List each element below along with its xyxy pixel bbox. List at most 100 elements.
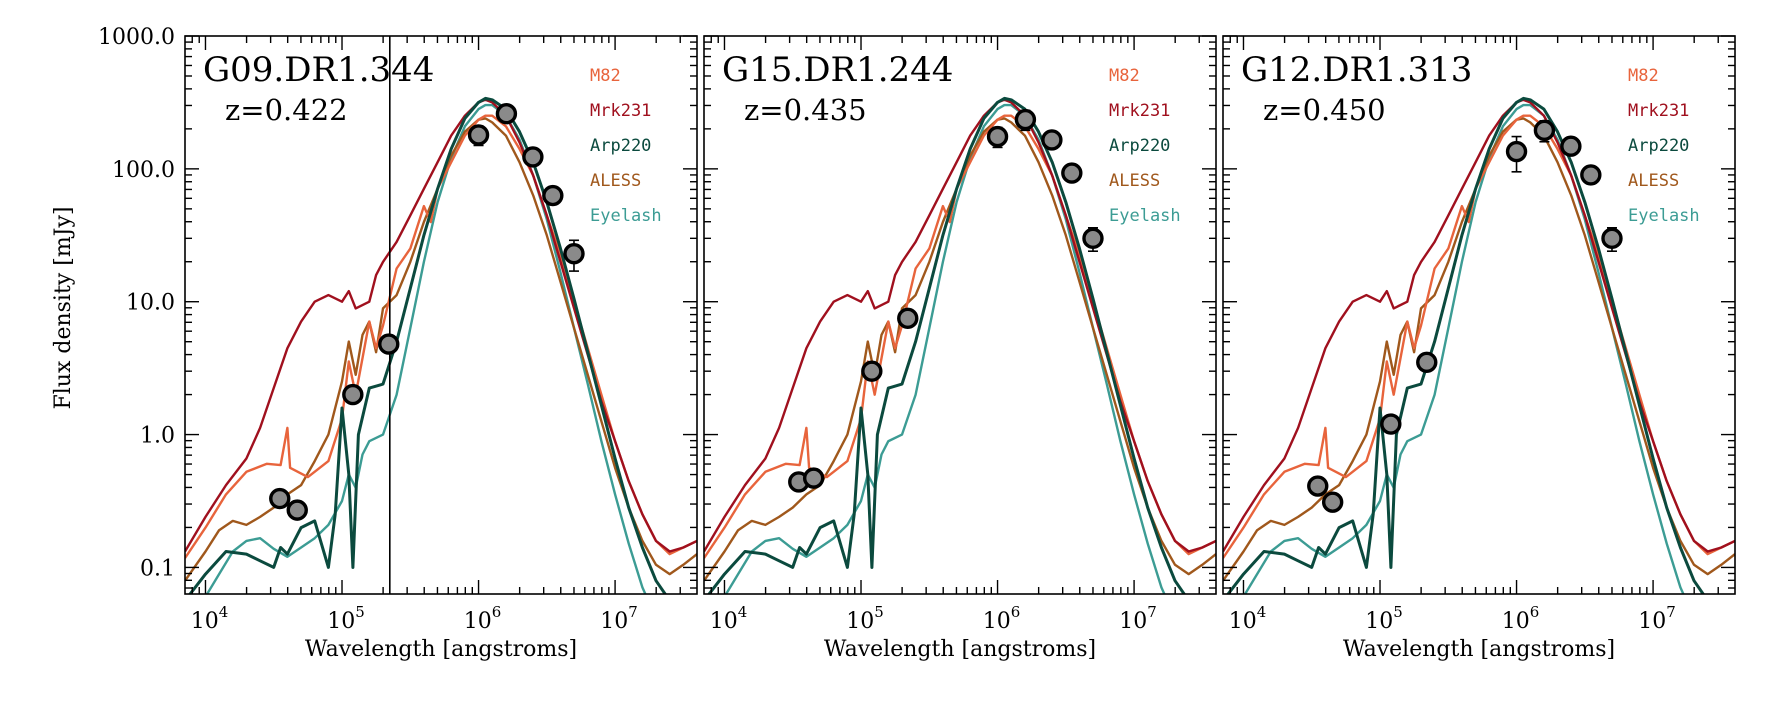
x-axis-label: Wavelength [angstroms] bbox=[824, 637, 1096, 662]
data-point-5 bbox=[1505, 140, 1528, 163]
x-tick-label-base: 10 bbox=[1229, 609, 1257, 634]
data-point-3 bbox=[1380, 413, 1402, 435]
x-tick-label: 106 bbox=[983, 603, 1021, 634]
x-tick-label-base: 10 bbox=[1502, 609, 1530, 634]
x-tick-label-exponent: 6 bbox=[1530, 603, 1540, 621]
data-point-7 bbox=[522, 146, 544, 168]
data-point-8 bbox=[1580, 164, 1602, 186]
data-point-3 bbox=[861, 360, 883, 382]
y-tick-label: 1000.0 bbox=[98, 25, 175, 50]
y-tick-label: 100.0 bbox=[112, 158, 175, 183]
panel-1: 104 105 106 1071000.0100.010.01.00.1Wavelen… bbox=[98, 25, 698, 662]
data-point-5 bbox=[467, 124, 490, 146]
x-tick-label: 106 bbox=[1502, 603, 1540, 634]
x-tick-label: 104 bbox=[1229, 603, 1267, 634]
legend-entry-mrk231: Mrk231 bbox=[1109, 101, 1170, 121]
sed-curve-mrk231 bbox=[185, 98, 697, 553]
sed-curve-mrk231 bbox=[1223, 98, 1735, 553]
data-point-6 bbox=[1533, 119, 1556, 142]
legend-entry-aless: ALESS bbox=[1628, 171, 1679, 191]
x-tick-label-exponent: 5 bbox=[1393, 603, 1403, 621]
x-tick-label-base: 10 bbox=[710, 609, 738, 634]
legend-entry-aless: ALESS bbox=[1109, 171, 1160, 191]
x-tick-label-exponent: 4 bbox=[738, 603, 748, 621]
panel-title: G09.DR1.344 bbox=[203, 50, 434, 90]
legend-entry-mrk231: Mrk231 bbox=[1628, 101, 1689, 121]
x-tick-label-base: 10 bbox=[846, 609, 874, 634]
x-tick-label: 105 bbox=[1365, 603, 1403, 634]
data-point-9 bbox=[1601, 227, 1623, 250]
x-axis-label: Wavelength [angstroms] bbox=[1343, 637, 1615, 662]
x-tick-label-exponent: 6 bbox=[492, 603, 502, 621]
data-point-8 bbox=[1061, 162, 1083, 184]
x-tick-label: 104 bbox=[710, 603, 748, 634]
plot-area bbox=[185, 36, 697, 594]
legend-entry-eyelash: Eyelash bbox=[590, 206, 662, 226]
data-point-2 bbox=[1321, 491, 1344, 513]
panel-title: G12.DR1.313 bbox=[1241, 50, 1472, 90]
x-tick-label-base: 10 bbox=[191, 609, 219, 634]
x-tick-label-base: 10 bbox=[1365, 609, 1393, 634]
data-point-4 bbox=[897, 307, 919, 330]
x-tick-label-exponent: 7 bbox=[1666, 603, 1676, 621]
x-tick-label-exponent: 4 bbox=[219, 603, 229, 621]
sed-curve-arp220 bbox=[188, 96, 667, 594]
sed-curve-arp220 bbox=[707, 96, 1186, 594]
sed-curve-aless bbox=[1223, 117, 1735, 582]
plot-area bbox=[1223, 96, 1735, 594]
legend-entry-m82: M82 bbox=[590, 66, 621, 86]
data-point-4 bbox=[378, 333, 400, 355]
legend-entry-arp220: Arp220 bbox=[590, 136, 651, 156]
panel-redshift: z=0.450 bbox=[1263, 93, 1386, 127]
panel-redshift: z=0.422 bbox=[225, 93, 348, 127]
x-tick-label-base: 10 bbox=[600, 609, 628, 634]
data-point-1 bbox=[269, 487, 291, 510]
x-tick-label-base: 10 bbox=[1638, 609, 1666, 634]
data-point-6 bbox=[495, 103, 518, 125]
y-tick-label: 0.1 bbox=[140, 556, 175, 581]
panel-title: G15.DR1.244 bbox=[722, 50, 953, 90]
data-point-8 bbox=[542, 184, 564, 207]
x-tick-label-base: 10 bbox=[327, 609, 355, 634]
x-tick-label-exponent: 7 bbox=[1147, 603, 1157, 621]
legend-entry-arp220: Arp220 bbox=[1628, 136, 1689, 156]
data-point-2 bbox=[802, 467, 825, 489]
x-tick-label: 107 bbox=[1119, 603, 1157, 634]
x-tick-label: 107 bbox=[1638, 603, 1676, 634]
x-tick-label-exponent: 5 bbox=[355, 603, 365, 621]
x-tick-label-base: 10 bbox=[1119, 609, 1147, 634]
data-point-5 bbox=[986, 125, 1009, 148]
y-tick-label: 1.0 bbox=[140, 424, 175, 449]
data-point-4 bbox=[1416, 351, 1438, 373]
legend-entry-aless: ALESS bbox=[590, 171, 641, 191]
panel-redshift: z=0.435 bbox=[744, 93, 867, 127]
data-point-7 bbox=[1560, 135, 1582, 157]
data-point-9 bbox=[563, 242, 585, 265]
y-tick-label: 10.0 bbox=[126, 291, 175, 316]
y-axis-label: Flux density [mJy] bbox=[51, 206, 76, 409]
legend-entry-eyelash: Eyelash bbox=[1628, 206, 1700, 226]
sed-curve-aless bbox=[704, 117, 1216, 582]
legend-entry-arp220: Arp220 bbox=[1109, 136, 1170, 156]
data-point-2 bbox=[286, 499, 308, 521]
x-tick-label-exponent: 6 bbox=[1011, 603, 1021, 621]
data-point-1 bbox=[1307, 475, 1329, 497]
sed-curve-arp220 bbox=[1226, 96, 1705, 594]
panels-group: 104 105 106 1071000.0100.010.01.00.1Wavelen… bbox=[98, 25, 1736, 662]
x-tick-label: 104 bbox=[191, 603, 229, 634]
x-tick-label: 107 bbox=[600, 603, 638, 634]
legend-entry-m82: M82 bbox=[1109, 66, 1140, 86]
x-tick-label: 105 bbox=[327, 603, 365, 634]
data-point-3 bbox=[342, 383, 364, 406]
legend-entry-mrk231: Mrk231 bbox=[590, 101, 651, 121]
x-tick-label: 105 bbox=[846, 603, 884, 634]
sed-curve-mrk231 bbox=[704, 98, 1216, 553]
x-axis-label: Wavelength [angstroms] bbox=[305, 637, 577, 662]
x-tick-label-base: 10 bbox=[983, 609, 1011, 634]
plot-area bbox=[704, 96, 1216, 594]
x-tick-label-exponent: 7 bbox=[628, 603, 638, 621]
x-tick-label-exponent: 4 bbox=[1257, 603, 1267, 621]
x-tick-label-exponent: 5 bbox=[874, 603, 884, 621]
